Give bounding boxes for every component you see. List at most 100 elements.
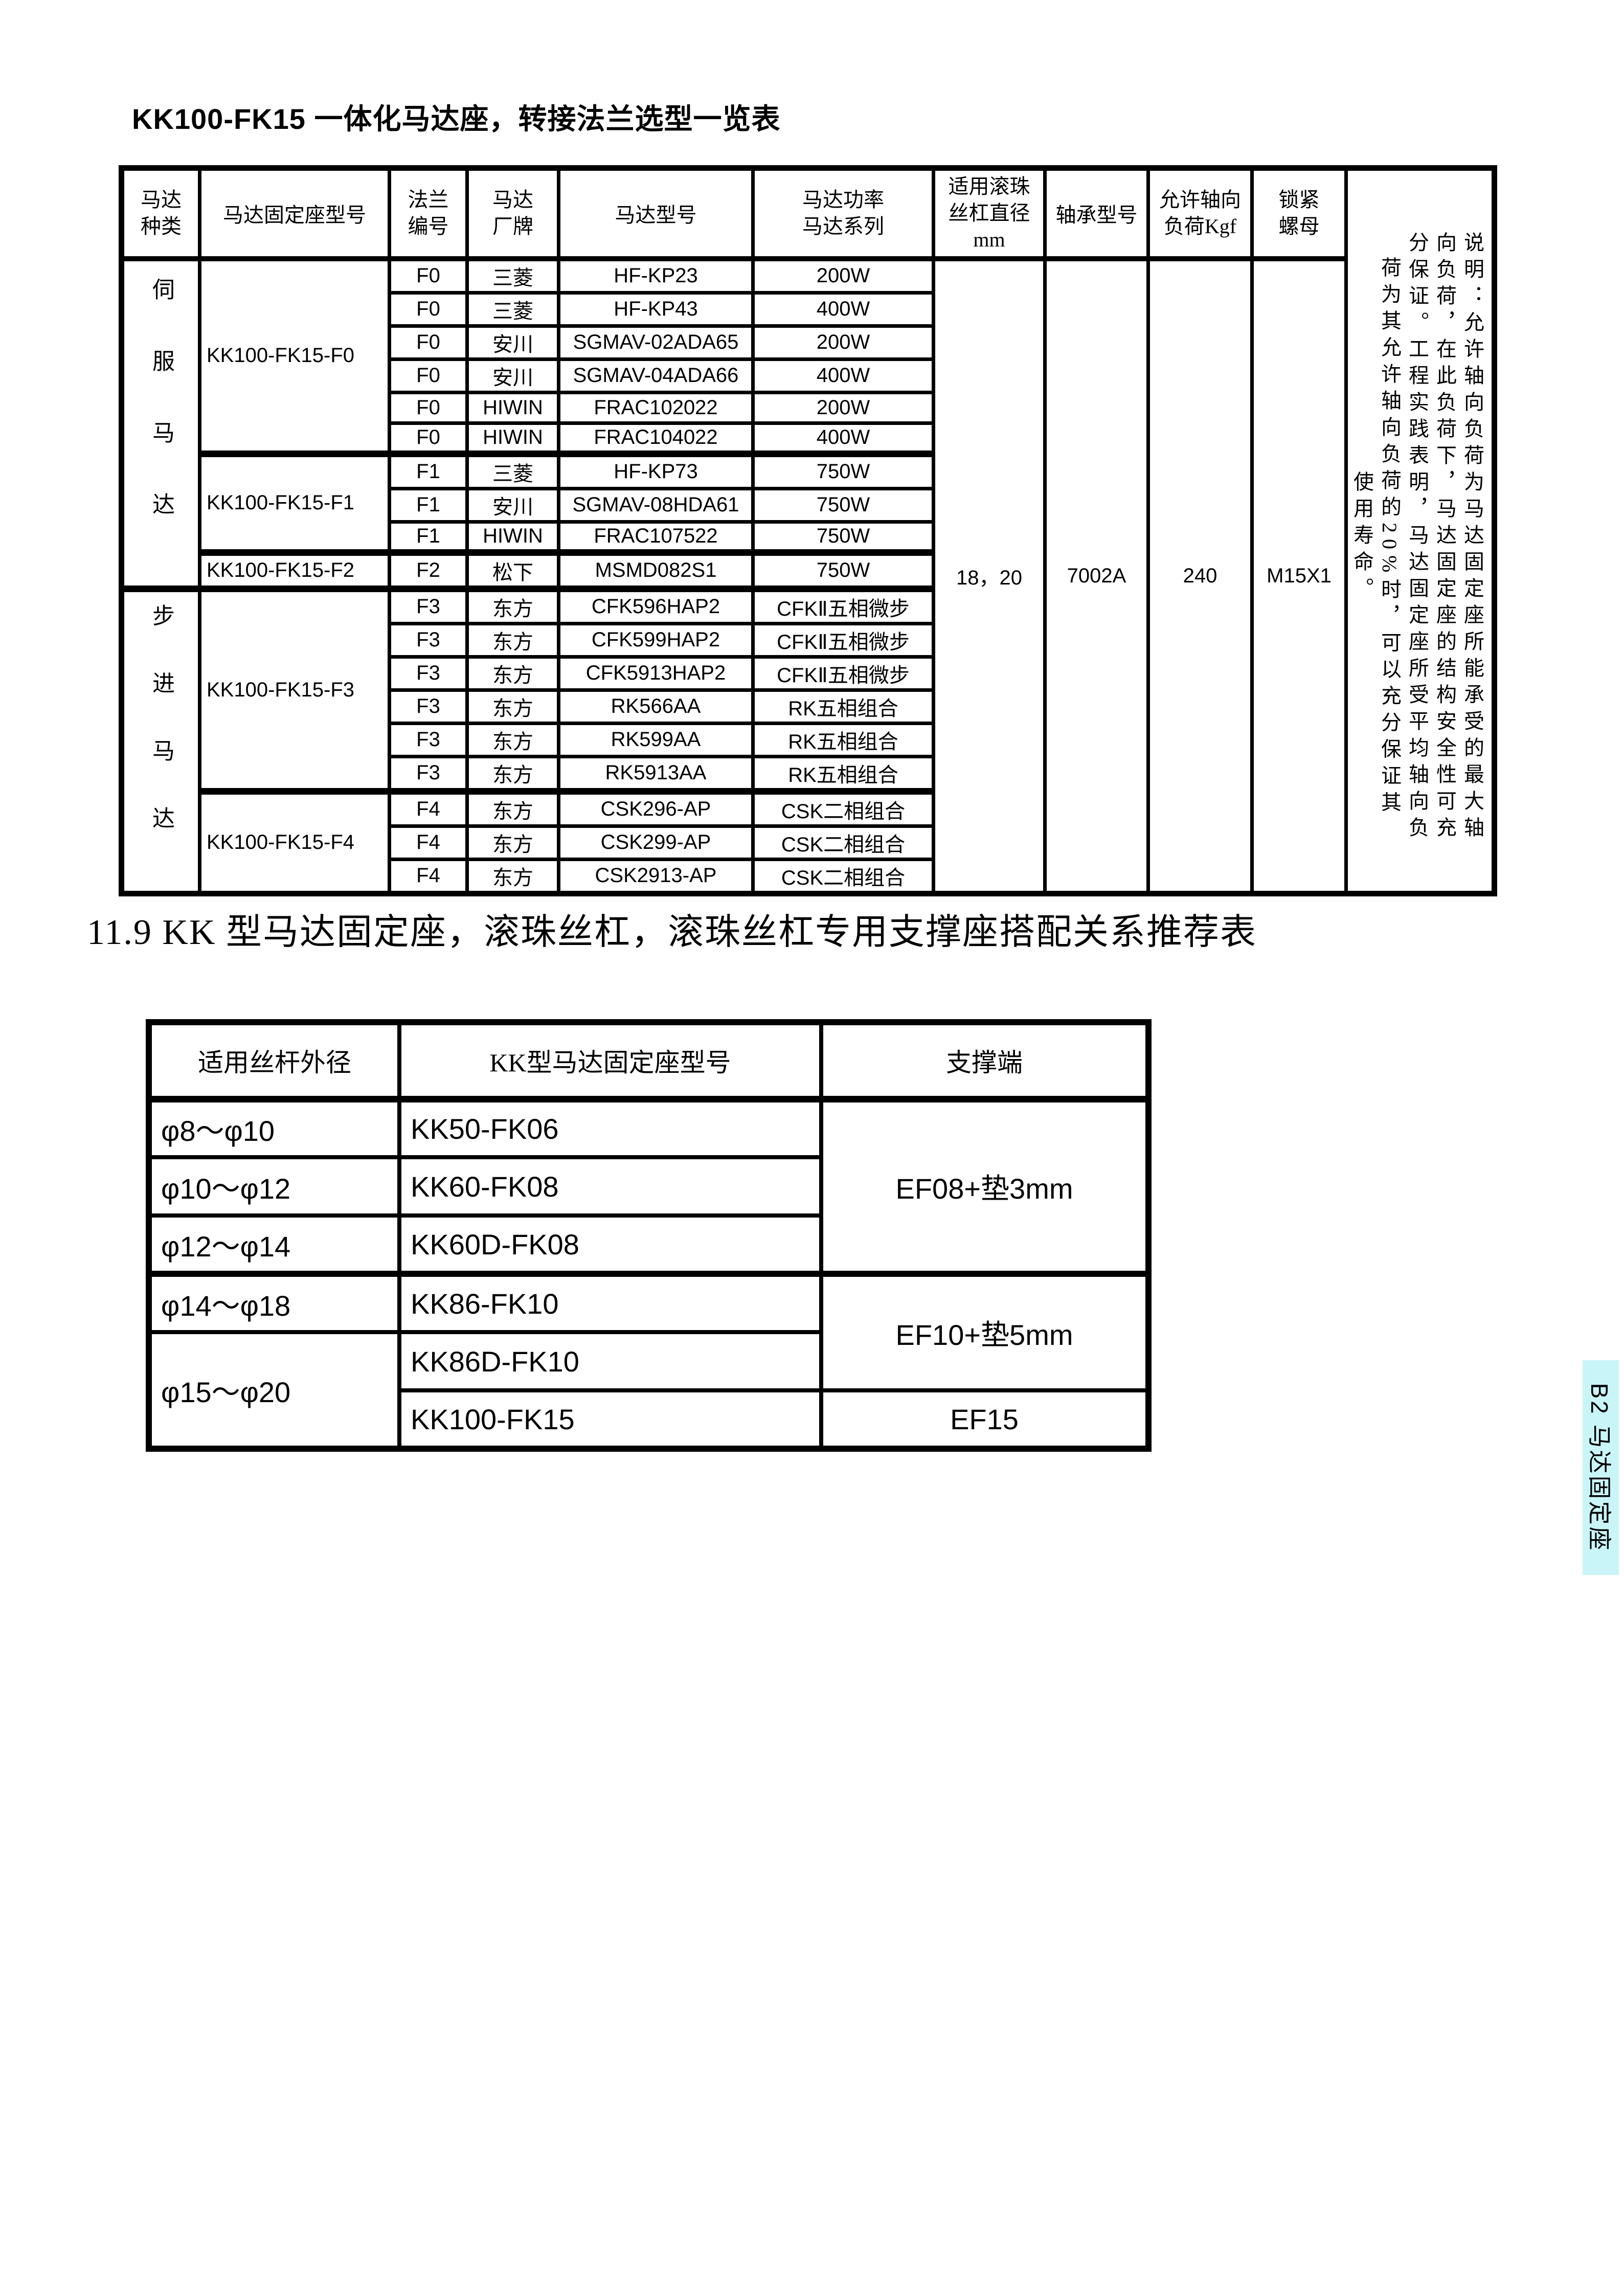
screw-od-cell: φ8～φ10 xyxy=(147,1097,401,1159)
table-row: F1 安川 SGMAV-08HDA61 750W xyxy=(122,486,1495,524)
table-row: F3 东方 CFK599HAP2 CFKⅡ五相微步 xyxy=(122,621,1495,659)
flange-cell: F0 xyxy=(388,290,469,328)
mount-cell: KK60-FK08 xyxy=(397,1155,823,1218)
power-cell: 400W xyxy=(751,290,935,328)
col-header-brand: 马达 厂牌 xyxy=(465,166,560,261)
brand-cell: 三菱 xyxy=(465,450,560,490)
flange-selection-table: 马达 种类 马达固定座型号 法兰 编号 马达 厂牌 马达型号 马达功率 马达系列… xyxy=(119,165,1497,896)
flange-cell: F3 xyxy=(388,721,469,758)
col-header-screw-od: 适用丝杆外径 xyxy=(147,1020,401,1102)
col-header-support-end: 支撑端 xyxy=(819,1020,1151,1102)
flange-cell: F3 xyxy=(388,688,469,725)
usage-note: 说明：允许轴向负荷为马达固定座所能承受的最大轴 向负荷，在此负荷下，马达固定座的… xyxy=(1344,166,1496,895)
model-cell: SGMAV-08HDA61 xyxy=(557,486,755,524)
brand-cell: 松下 xyxy=(465,549,560,591)
table-row: KK100-FK15-F4 F4 东方 CSK296-AP CSK二相组合 xyxy=(122,787,1495,895)
flange-cell: F1 xyxy=(388,486,469,524)
table-row: 步进马达 KK100-FK15-F3 F3 东方 CFK596HAP2 CFKⅡ… xyxy=(120,585,1495,895)
table-row: φ8～φ10 KK50-FK06 EF08+垫3mm xyxy=(147,1097,1151,1276)
mount-model-cell: KK100-FK15-F1 xyxy=(198,450,391,554)
bearing-cell: 7002A xyxy=(1043,257,1150,895)
table-row: F3 东方 RK599AA RK五相组合 xyxy=(122,721,1495,758)
flange-cell: F0 xyxy=(388,257,469,295)
brand-cell: 三菱 xyxy=(465,290,560,328)
model-cell: CFK599HAP2 xyxy=(557,621,755,659)
brand-cell: HIWIN xyxy=(465,421,560,456)
support-end-cell: EF15 xyxy=(819,1388,1151,1451)
power-cell: 400W xyxy=(751,357,935,394)
table1-header-row: 马达 种类 马达固定座型号 法兰 编号 马达 厂牌 马达型号 马达功率 马达系列… xyxy=(120,166,1496,895)
table-row: KK100-FK15-F2 F2 松下 MSMD082S1 750W xyxy=(122,549,1495,591)
power-cell: 750W xyxy=(751,520,935,554)
motor-type-servo: 伺服马达 xyxy=(120,257,201,591)
col-header-flange-no: 法兰 编号 xyxy=(388,166,469,261)
model-cell: CFK596HAP2 xyxy=(557,585,755,625)
model-cell: CSK299-AP xyxy=(557,824,755,861)
power-cell: CSK二相组合 xyxy=(751,787,935,828)
model-cell: FRAC102022 xyxy=(557,390,755,425)
flange-cell: F0 xyxy=(388,357,469,394)
mount-model-cell: KK100-FK15-F4 xyxy=(198,787,391,895)
flange-cell: F3 xyxy=(388,621,469,659)
brand-cell: 东方 xyxy=(465,787,560,828)
table-row: F3 东方 RK566AA RK五相组合 xyxy=(122,688,1495,725)
usage-note-text: 说明：允许轴向负荷为马达固定座所能承受的最大轴 向负荷，在此负荷下，马达固定座的… xyxy=(1350,231,1484,843)
table-row: KK100-FK15 EF15 xyxy=(149,1388,1151,1451)
screw-dia-cell: 18，20 xyxy=(932,257,1047,895)
model-cell: FRAC104022 xyxy=(557,421,755,456)
table-row: F3 东方 CFK5913HAP2 CFKⅡ五相微步 xyxy=(122,655,1495,692)
power-cell: 750W xyxy=(751,450,935,490)
power-cell: CFKⅡ五相微步 xyxy=(751,655,935,692)
flange-cell: F1 xyxy=(388,450,469,490)
model-cell: SGMAV-02ADA65 xyxy=(557,324,755,361)
model-cell: MSMD082S1 xyxy=(557,549,755,591)
brand-cell: 东方 xyxy=(465,688,560,725)
support-end-cell: EF08+垫3mm xyxy=(819,1097,1151,1276)
brand-cell: 安川 xyxy=(465,324,560,361)
power-cell: 200W xyxy=(751,257,935,295)
axial-load-cell: 240 xyxy=(1146,257,1254,895)
model-cell: RK599AA xyxy=(557,721,755,758)
flange-cell: F0 xyxy=(388,324,469,361)
model-cell: SGMAV-04ADA66 xyxy=(557,357,755,394)
lock-nut-cell: M15X1 xyxy=(1250,257,1348,895)
brand-cell: 东方 xyxy=(465,655,560,692)
table-row: 伺服马达 KK100-FK15-F0 F0 三菱 HF-KP23 200W 18… xyxy=(120,257,1495,895)
mount-cell: KK86D-FK10 xyxy=(397,1330,823,1392)
brand-cell: 东方 xyxy=(465,585,560,625)
table-row: F4 东方 CSK299-AP CSK二相组合 xyxy=(122,824,1495,861)
support-pairing-table: 适用丝杆外径 KK型马达固定座型号 支撑端 φ8～φ10 KK50-FK06 E… xyxy=(146,1019,1152,1452)
motor-type-stepper: 步进马达 xyxy=(120,585,201,895)
brand-cell: HIWIN xyxy=(465,390,560,425)
flange-cell: F4 xyxy=(388,824,469,861)
brand-cell: 东方 xyxy=(465,621,560,659)
model-cell: CFK5913HAP2 xyxy=(557,655,755,692)
table-row: F0 HIWIN FRAC104022 400W xyxy=(122,421,1495,456)
table-row: F0 安川 SGMAV-02ADA65 200W xyxy=(122,324,1495,361)
flange-cell: F3 xyxy=(388,754,469,793)
table-row: F0 HIWIN FRAC102022 200W xyxy=(122,390,1495,425)
model-cell: CSK296-AP xyxy=(557,787,755,828)
section-tab-label: B2 马达固定座 xyxy=(1586,1383,1613,1552)
power-cell: RK五相组合 xyxy=(751,721,935,758)
col-header-lock-nut: 锁紧 螺母 xyxy=(1250,166,1348,261)
mount-model-cell: KK100-FK15-F0 xyxy=(198,257,391,456)
mount-cell: KK86-FK10 xyxy=(397,1271,823,1334)
col-header-screw-dia: 适用滚珠 丝杠直径 mm xyxy=(932,166,1047,261)
table-row: KK100-FK15-F1 F1 三菱 HF-KP73 750W xyxy=(122,450,1495,554)
section-tab: B2 马达固定座 xyxy=(1583,1360,1619,1575)
col-header-mount-model: 马达固定座型号 xyxy=(198,166,391,261)
brand-cell: 东方 xyxy=(465,824,560,861)
table-row: F1 HIWIN FRAC107522 750W xyxy=(122,520,1495,554)
model-cell: FRAC107522 xyxy=(557,520,755,554)
table-row: F3 东方 RK5913AA RK五相组合 xyxy=(122,754,1495,793)
brand-cell: 东方 xyxy=(465,754,560,793)
screw-od-cell: φ12～φ14 xyxy=(147,1213,401,1276)
power-cell: CFKⅡ五相微步 xyxy=(751,585,935,625)
model-cell: HF-KP23 xyxy=(557,257,755,295)
table2-header-row: 适用丝杆外径 KK型马达固定座型号 支撑端 xyxy=(147,1020,1151,1102)
power-cell: 750W xyxy=(751,486,935,524)
model-cell: HF-KP73 xyxy=(557,450,755,490)
power-cell: CFKⅡ五相微步 xyxy=(751,621,935,659)
